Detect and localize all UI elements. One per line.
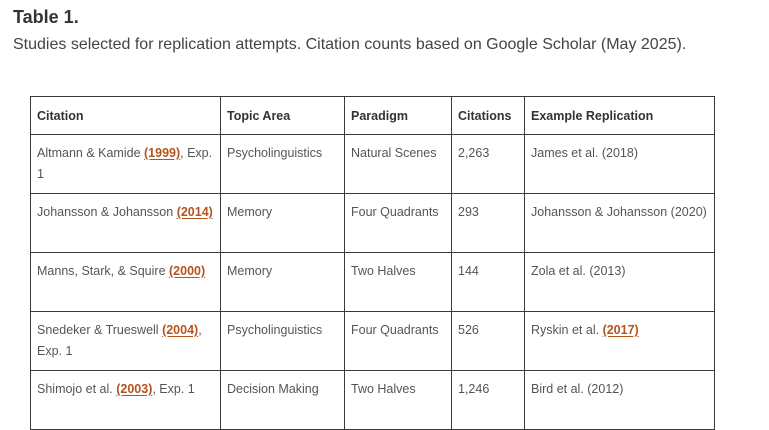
citation-year-link[interactable]: (2004) [162, 323, 199, 337]
header-citation: Citation [30, 96, 221, 135]
cell-topic: Memory [220, 193, 345, 253]
cell-topic: Psycholinguistics [220, 134, 345, 194]
citation-year-link[interactable]: (2000) [169, 264, 206, 278]
cell-citation: Johansson & Johansson (2014) [30, 193, 221, 253]
cell-citations: 1,246 [451, 370, 525, 430]
replication-year-link[interactable]: (2017) [602, 323, 639, 337]
cell-citation: Manns, Stark, & Squire (2000) [30, 252, 221, 312]
cell-citation: Snedeker & Trueswell (2004), Exp. 1 [30, 311, 221, 371]
citation-authors: Johansson & Johansson [37, 205, 177, 219]
cell-citations: 293 [451, 193, 525, 253]
table-row: Manns, Stark, & Squire (2000) Memory Two… [30, 252, 715, 312]
header-example-replication: Example Replication [524, 96, 715, 135]
table-header-row: Citation Topic Area Paradigm Citations E… [30, 96, 715, 135]
cell-paradigm: Natural Scenes [344, 134, 452, 194]
cell-paradigm: Four Quadrants [344, 193, 452, 253]
cell-paradigm: Four Quadrants [344, 311, 452, 371]
citation-year-link[interactable]: (1999) [144, 146, 181, 160]
header-topic-area: Topic Area [220, 96, 345, 135]
cell-replication: Johansson & Johansson (2020) [524, 193, 715, 253]
citation-suffix: , Exp. 1 [152, 382, 195, 396]
citation-authors: Altmann & Kamide [37, 146, 144, 160]
replication-text: Johansson & Johansson (2020) [531, 205, 707, 219]
cell-replication: Bird et al. (2012) [524, 370, 715, 430]
citation-authors: Shimojo et al. [37, 382, 117, 396]
citation-year-link[interactable]: (2014) [176, 205, 213, 219]
cell-topic: Memory [220, 252, 345, 312]
table-label: Table 1. [13, 7, 79, 27]
header-citations: Citations [451, 96, 525, 135]
table-caption: Table 1. Studies selected for replicatio… [13, 5, 758, 59]
replication-text: James et al. (2018) [531, 146, 638, 160]
citation-suffix: , Exp. 1 [37, 146, 213, 181]
citation-authors: Manns, Stark, & Squire [37, 264, 170, 278]
cell-topic: Psycholinguistics [220, 311, 345, 371]
table-row: Shimojo et al. (2003), Exp. 1 Decision M… [30, 370, 715, 430]
header-paradigm: Paradigm [344, 96, 452, 135]
studies-table: Citation Topic Area Paradigm Citations E… [30, 96, 715, 430]
replication-text: Bird et al. (2012) [531, 382, 624, 396]
citation-suffix: , Exp. 1 [37, 323, 202, 358]
cell-citation: Altmann & Kamide (1999), Exp. 1 [30, 134, 221, 194]
citation-authors: Snedeker & Trueswell [37, 323, 163, 337]
cell-citations: 144 [451, 252, 525, 312]
table-row: Johansson & Johansson (2014) Memory Four… [30, 193, 715, 253]
cell-citations: 2,263 [451, 134, 525, 194]
cell-paradigm: Two Halves [344, 370, 452, 430]
cell-topic: Decision Making [220, 370, 345, 430]
cell-paradigm: Two Halves [344, 252, 452, 312]
citation-year-link[interactable]: (2003) [116, 382, 153, 396]
table-row: Altmann & Kamide (1999), Exp. 1 Psycholi… [30, 134, 715, 194]
table-description: Studies selected for replication attempt… [13, 36, 687, 53]
replication-text: Zola et al. (2013) [531, 264, 626, 278]
cell-replication: Zola et al. (2013) [524, 252, 715, 312]
cell-citation: Shimojo et al. (2003), Exp. 1 [30, 370, 221, 430]
cell-replication: Ryskin et al. (2017) [524, 311, 715, 371]
cell-replication: James et al. (2018) [524, 134, 715, 194]
replication-text: Ryskin et al. [531, 323, 603, 337]
table-row: Snedeker & Trueswell (2004), Exp. 1 Psyc… [30, 311, 715, 371]
cell-citations: 526 [451, 311, 525, 371]
